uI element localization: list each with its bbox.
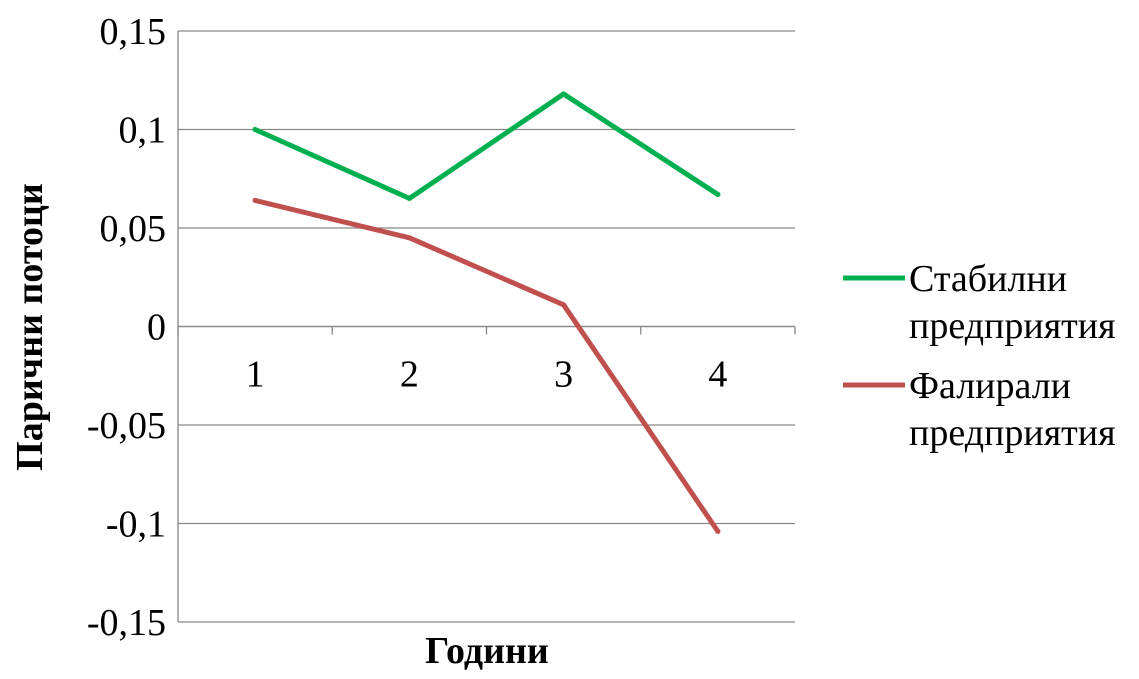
legend-label: Стабилни (909, 258, 1067, 300)
x-tick-label: 3 (554, 354, 573, 396)
series-1-point (561, 91, 567, 97)
x-tick-label: 2 (400, 354, 419, 396)
axes (177, 31, 796, 622)
y-axis-tick-labels: 0,15 0,1 0,05 0 -0,05 -0,1 -0,15 (87, 11, 166, 644)
x-axis-tick-labels: 1 2 3 4 (246, 354, 728, 396)
y-tick-label: 0,15 (100, 11, 167, 53)
y-tick-label: 0 (147, 307, 166, 349)
legend-label: Фалирали (909, 365, 1071, 407)
series-1-point (252, 127, 258, 132)
series-line-1 (252, 91, 721, 201)
series-2-point (715, 528, 721, 534)
y-tick-label: -0,15 (87, 602, 166, 644)
series-2-point (406, 235, 412, 241)
x-tick-label: 4 (708, 354, 727, 396)
y-tick-label: -0,05 (87, 405, 166, 447)
y-tick-label: 0,05 (100, 208, 167, 250)
series-lines (252, 91, 721, 534)
legend: Стабилни предприятия Фалирали предприятия (843, 258, 1116, 454)
legend-label: предприятия (909, 305, 1116, 347)
x-axis-title: Години (425, 630, 549, 672)
series-line-2 (252, 197, 721, 534)
x-tick-label: 1 (246, 354, 265, 396)
series-2-point (252, 197, 258, 203)
series-2-point (561, 302, 567, 308)
legend-label: предприятия (909, 412, 1116, 454)
series-1-point (406, 195, 412, 201)
series-1-point (715, 192, 721, 198)
y-axis-title: Парични потоци (9, 183, 51, 471)
y-tick-label: 0,1 (119, 110, 167, 152)
y-tick-label: -0,1 (106, 504, 166, 546)
